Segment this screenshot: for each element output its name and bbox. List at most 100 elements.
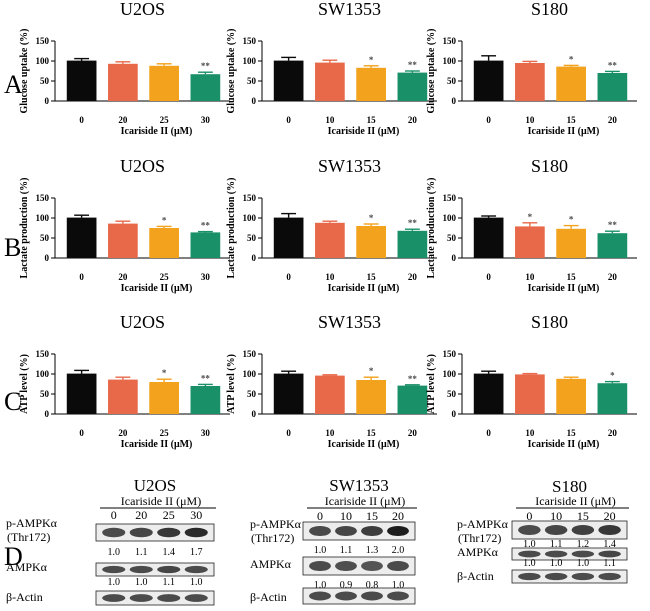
chart-c-u2os-bar-25: [149, 382, 179, 414]
chart-b-u2os-ylabel: Lactate production (%): [19, 178, 30, 279]
blot-u2os-pampk-band: [184, 527, 208, 538]
blot-u2os-pampk-quant-value: 1.1: [135, 547, 148, 558]
blot-u2os-pampk-band: [157, 527, 181, 538]
chart-c-sw1353: SW1353 0 50 100 150 ATP level (%) 0 10 * 15 ** 20 Ic…: [226, 312, 437, 450]
chart-a-u2os-bar-0: [66, 60, 97, 101]
blot-s180-lane-label: 20: [604, 509, 616, 523]
blot-sw1353-treatment-label: Icariside II (μM): [325, 494, 405, 508]
blot-s180-ampk-label: AMPKα: [457, 545, 499, 559]
blot-s180-pampk-band: [598, 524, 621, 536]
chart-c-sw1353-ytick-label: 150: [243, 349, 257, 359]
blot-sw1353-ampk-membrane: [302, 556, 416, 576]
row-label-b: B: [4, 233, 21, 262]
blot-u2os-pampk-band: [129, 527, 153, 538]
blot-u2os-ampk-quant-value: 1.0: [190, 577, 203, 588]
chart-b-u2os-bar-0: [66, 217, 97, 258]
blot-sw1353-pampk-label: p-AMPKα: [250, 517, 302, 531]
row-label-d: D: [4, 542, 23, 571]
blot-u2os-ampk-band: [129, 565, 153, 574]
chart-b-sw1353-bar-15: [356, 226, 386, 258]
chart-b-sw1353-ytick-label: 50: [247, 233, 257, 243]
chart-a-s180-bar-10: [515, 63, 545, 101]
chart-b-sw1353-xtick-label: 0: [286, 272, 291, 282]
chart-c-s180: S180 0 50 100 150 ATP level (%) 0 10 15 * 20 Icaris…: [426, 312, 637, 450]
blot-sw1353-actin-band: [387, 591, 409, 601]
blot-s180-ampk-band: [571, 550, 595, 558]
chart-b-sw1353-significance: *: [369, 213, 374, 223]
chart-c-s180-significance: *: [610, 371, 615, 381]
blot-u2os-lane-label: 30: [190, 508, 202, 522]
chart-b-sw1353-bar-20: [397, 230, 428, 258]
chart-a-u2os-bar-20: [108, 63, 138, 101]
chart-b-s180-significance: *: [528, 212, 533, 222]
chart-b-s180-significance: **: [608, 220, 618, 230]
chart-b-u2os-xtick-label: 0: [79, 272, 84, 282]
chart-b-u2os: U2OS 0 50 100 150 Lactate production (%) 0 20 * 2…: [19, 156, 230, 294]
chart-a-sw1353-bar-0: [273, 60, 304, 101]
chart-b-sw1353-title: SW1353: [318, 156, 381, 176]
chart-b-s180-xtick-label: 15: [567, 272, 577, 282]
blot-u2os-title: U2OS: [134, 476, 177, 495]
chart-a-u2os-significance: **: [201, 61, 211, 71]
blot-u2os-lane-label: 20: [135, 508, 147, 522]
chart-a-sw1353-bar-15: [356, 67, 386, 101]
blot-u2os-pampk-quant-value: 1.0: [108, 547, 121, 558]
blot-u2os-actin-membrane: [95, 590, 215, 606]
chart-b-u2os-significance: *: [162, 215, 167, 225]
chart-c-sw1353-ytick-label: 50: [247, 389, 257, 399]
blot-u2os-ampk-band: [102, 565, 126, 574]
blot-s180-ampk-quant-value: 1.0: [577, 558, 590, 569]
blot-sw1353-ampk-band: [335, 560, 357, 572]
blot-s180-ampk-band: [598, 550, 621, 558]
row-label-c: C: [4, 387, 21, 416]
blot-sw1353-lane-label: 0: [317, 509, 323, 523]
chart-c-s180-bar-15: [556, 378, 586, 414]
chart-a-s180-ytick-label: 50: [447, 76, 457, 86]
chart-a-s180-xlabel: Icariside II (μM): [528, 126, 600, 137]
chart-c-sw1353-xtick-label: 20: [408, 428, 418, 438]
chart-c-u2os-bar-0: [66, 373, 97, 414]
chart-a-u2os-xtick-label: 30: [201, 115, 211, 125]
chart-a-sw1353-bar-20: [397, 72, 428, 101]
chart-a-u2os-bar-30: [190, 74, 221, 101]
chart-b-sw1353-xtick-label: 15: [367, 272, 377, 282]
blot-u2os-ampk-band: [184, 565, 208, 574]
blot-sw1353-pampk-quant-value: 1.3: [366, 545, 379, 556]
chart-a-sw1353-bar-10: [315, 62, 345, 101]
blot-s180-lane-label: 10: [550, 509, 562, 523]
blot-sw1353-pampk-band: [309, 525, 331, 537]
chart-a-u2os-xtick-label: 0: [79, 115, 84, 125]
chart-b-s180-bar-20: [597, 233, 628, 258]
blot-sw1353-lane-label: 15: [366, 509, 378, 523]
chart-a-s180-xtick-label: 10: [525, 115, 535, 125]
blot-s180-pampk-band: [518, 524, 541, 536]
blot-sw1353-ampk-band: [309, 560, 331, 572]
chart-b-u2os-xlabel: Icariside II (μM): [121, 283, 193, 294]
chart-c-u2os-ytick-label: 0: [45, 409, 50, 419]
chart-b-s180-xtick-label: 0: [486, 272, 491, 282]
chart-b-s180-xlabel: Icariside II (μM): [528, 283, 600, 294]
blot-sw1353-ampk-band: [387, 560, 409, 572]
chart-b-u2os-bar-20: [108, 223, 138, 258]
blot-u2os-actin-band: [129, 594, 153, 602]
blot-sw1353-pampk-band: [387, 525, 409, 537]
chart-a-u2os-ytick-label: 0: [45, 96, 50, 106]
chart-b-s180-ytick-label: 50: [447, 233, 457, 243]
blot-s180-actin-band: [544, 572, 568, 581]
chart-a-s180-bar-15: [556, 66, 586, 101]
chart-a-sw1353-xtick-label: 10: [325, 115, 335, 125]
chart-b-s180: S180 0 50 100 150 Lactate production (%) 0 * 10 *…: [426, 156, 637, 294]
chart-c-sw1353-ylabel: ATP level (%): [226, 354, 237, 414]
blot-sw1353-actin-label: β-Actin: [250, 590, 287, 604]
chart-a-s180-ytick-label: 150: [443, 36, 457, 46]
chart-c-u2os-significance: **: [201, 373, 211, 383]
chart-b-s180-bar-10: [515, 226, 545, 258]
chart-c-s180-xlabel: Icariside II (μM): [528, 439, 600, 450]
chart-c-u2os-xtick-label: 20: [118, 428, 128, 438]
chart-c-u2os-xtick-label: 0: [79, 428, 84, 438]
chart-b-sw1353-ytick-label: 150: [243, 193, 257, 203]
chart-a-u2os-ytick-label: 100: [36, 56, 50, 66]
